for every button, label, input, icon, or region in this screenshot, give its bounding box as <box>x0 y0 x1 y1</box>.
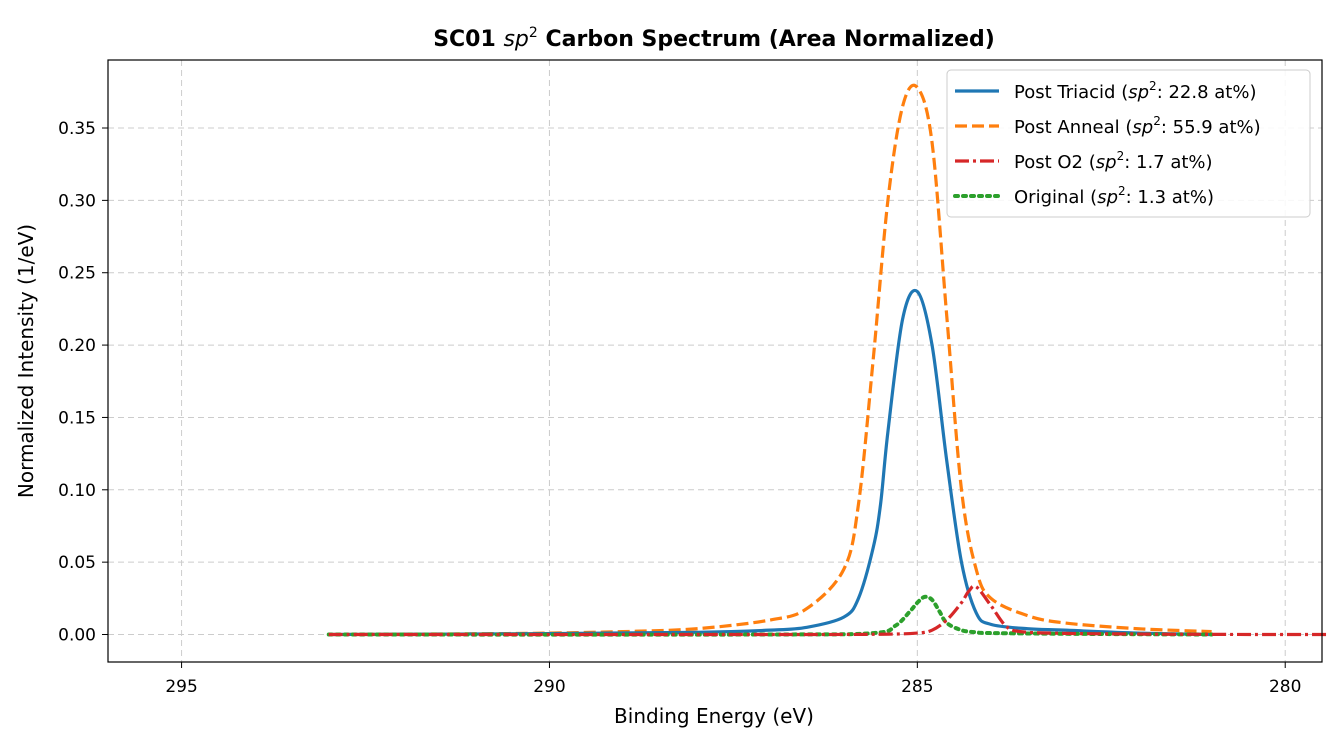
series-line-original <box>326 594 1214 637</box>
legend-frame <box>946 69 1311 218</box>
y-tick-label: 0.10 <box>58 481 96 501</box>
x-tick-label: 290 <box>533 677 565 697</box>
series-line-post-triacid <box>328 288 1212 637</box>
y-tick-label: 0.00 <box>58 626 96 646</box>
y-tick-label: 0.30 <box>58 191 96 211</box>
series-line-post-o2 <box>328 584 1328 637</box>
axis-ticks: 295 290 285 280 0.00 0.05 0.10 0.15 0.20 0.25 0.30… <box>58 119 1301 697</box>
grid-lines <box>108 60 1322 662</box>
y-tick-label: 0.25 <box>58 264 96 284</box>
x-tick-label: 295 <box>165 677 197 697</box>
legend-entry: Post O2 (sp2: 1.7 at%) <box>1014 149 1213 173</box>
plot-frame <box>107 59 1323 663</box>
chart-title: SC01 sp2 Carbon Spectrum (Area Normalize… <box>433 25 995 52</box>
y-axis-label: Normalized Intensity (1/eV) <box>14 224 38 498</box>
legend-entry: Post Anneal (sp2: 55.9 at%) <box>1014 114 1261 138</box>
y-tick-label: 0.05 <box>58 553 96 573</box>
y-tick-label: 0.35 <box>58 119 96 139</box>
y-tick-label: 0.20 <box>58 336 96 356</box>
legend-entry: Post Triacid (sp2: 22.8 at%) <box>1014 79 1257 103</box>
series-line-post-anneal <box>328 83 1212 637</box>
series-layer <box>326 83 1328 637</box>
y-tick-label: 0.15 <box>58 408 96 428</box>
legend-entry: Original (sp2: 1.3 at%) <box>1014 184 1214 208</box>
x-tick-label: 285 <box>901 677 933 697</box>
x-tick-label: 280 <box>1269 677 1301 697</box>
legend: Post Triacid (sp2: 22.8 at%) Post Anneal … <box>946 69 1311 218</box>
x-axis-label: Binding Energy (eV) <box>614 704 814 728</box>
